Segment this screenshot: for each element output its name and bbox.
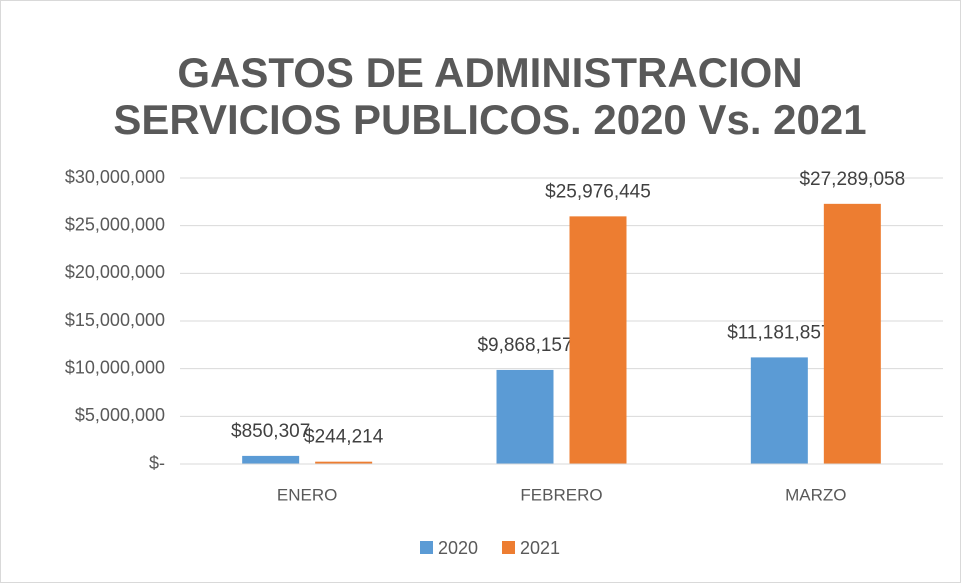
x-tick-label: ENERO (277, 485, 337, 504)
legend-swatch (502, 541, 515, 554)
legend-swatch (420, 541, 433, 554)
y-tick-label: $5,000,000 (75, 405, 165, 425)
value-label: $850,307 (231, 421, 310, 442)
value-label: $9,868,157 (477, 335, 572, 356)
bar (242, 455, 300, 464)
x-tick-label: MARZO (785, 485, 846, 504)
y-tick-label: $30,000,000 (65, 167, 165, 187)
y-tick-label: $15,000,000 (65, 310, 165, 330)
bar (750, 357, 808, 464)
bar (496, 369, 554, 464)
y-tick-label: $25,000,000 (65, 214, 165, 234)
chart-title: SERVICIOS PUBLICOS. 2020 Vs. 2021 (113, 96, 866, 143)
chart-title: GASTOS DE ADMINISTRACION (177, 49, 802, 96)
legend-label: 2020 (438, 538, 478, 558)
bar (569, 216, 627, 464)
bar (823, 203, 881, 465)
value-label: $11,181,857 (727, 322, 831, 343)
value-label: $27,289,058 (799, 169, 905, 190)
y-tick-label: $- (149, 453, 165, 473)
x-tick-label: FEBRERO (520, 485, 602, 504)
y-tick-label: $10,000,000 (65, 357, 165, 377)
value-label: $25,976,445 (545, 181, 651, 202)
y-tick-label: $20,000,000 (65, 262, 165, 282)
bar (315, 461, 373, 464)
legend-label: 2021 (520, 538, 560, 558)
value-label: $244,214 (304, 427, 384, 448)
